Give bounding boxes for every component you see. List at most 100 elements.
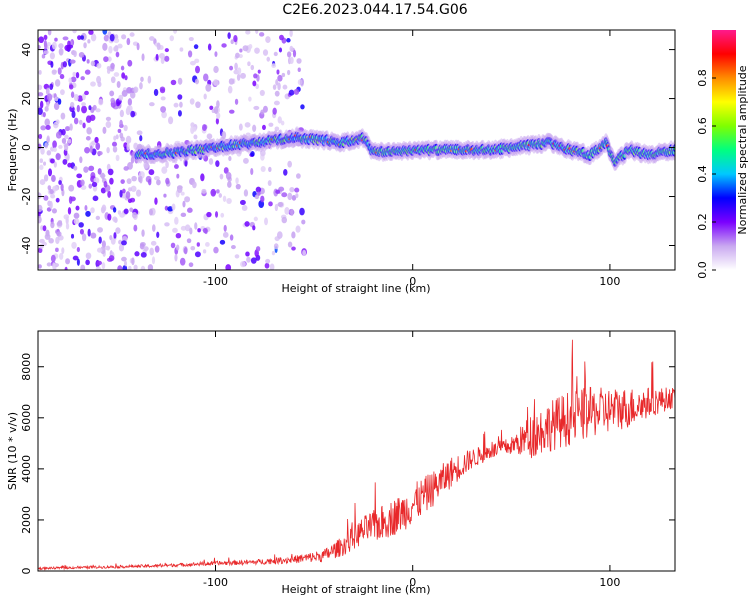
noise-blob	[40, 147, 45, 155]
noise-blob	[253, 216, 258, 222]
noise-blob	[242, 45, 249, 52]
noise-blob	[94, 136, 99, 143]
noise-blob	[192, 181, 197, 189]
noise-blob	[163, 193, 167, 198]
noise-blob	[139, 175, 143, 184]
noise-blob	[284, 206, 290, 215]
noise-blob	[38, 36, 45, 44]
noise-blob	[293, 88, 300, 95]
noise-blob	[148, 178, 152, 186]
noise-blob	[234, 98, 239, 105]
noise-blob	[70, 91, 75, 98]
noise-blob	[295, 193, 299, 198]
noise-blob	[164, 48, 169, 53]
noise-blob	[134, 251, 140, 257]
noise-blob	[279, 34, 284, 41]
noise-blob	[116, 101, 121, 107]
noise-blob	[160, 96, 166, 101]
noise-blob	[58, 144, 63, 149]
snr-y-axis-label: SNR (10 * v/v)	[6, 412, 19, 490]
noise-blob	[42, 112, 46, 118]
noise-blob	[275, 79, 279, 86]
noise-blob	[252, 225, 256, 231]
noise-blob	[50, 221, 55, 229]
noise-blob	[245, 251, 250, 257]
noise-blob	[179, 257, 186, 266]
noise-blob	[95, 266, 102, 270]
noise-blob	[45, 87, 50, 96]
noise-blob	[294, 187, 300, 193]
noise-blob	[115, 51, 120, 58]
noise-blob	[47, 185, 52, 191]
noise-blob	[258, 32, 265, 37]
noise-blob	[53, 147, 57, 153]
noise-blob	[180, 225, 187, 231]
noise-blob	[301, 219, 306, 225]
noise-blob	[214, 51, 218, 57]
noise-blob	[108, 255, 115, 262]
noise-blob	[121, 89, 128, 97]
noise-blob	[88, 30, 94, 35]
noise-blob	[260, 195, 265, 203]
noise-blob	[112, 207, 117, 213]
noise-blob	[100, 246, 106, 255]
noise-blob	[201, 188, 207, 194]
noise-blob	[62, 158, 68, 165]
noise-blob	[98, 236, 102, 244]
noise-blob	[244, 122, 251, 128]
noise-blob	[96, 247, 103, 253]
noise-blob	[38, 84, 43, 91]
noise-blob	[76, 258, 80, 266]
noise-blob	[286, 51, 292, 58]
noise-blob	[202, 249, 207, 254]
noise-blob	[170, 242, 176, 249]
noise-blob	[126, 178, 132, 185]
noise-blob	[252, 80, 257, 87]
noise-blob	[265, 258, 271, 264]
noise-blob	[164, 205, 169, 211]
noise-blob	[91, 181, 98, 188]
noise-blob	[264, 262, 270, 269]
y-tick-label: -40	[20, 237, 33, 255]
noise-blob	[77, 35, 82, 41]
noise-blob	[46, 42, 51, 47]
noise-blob	[241, 204, 248, 211]
noise-blob	[246, 256, 251, 263]
noise-blob	[126, 142, 130, 151]
noise-blob	[113, 72, 120, 77]
noise-blob	[111, 141, 118, 147]
noise-blob	[73, 212, 80, 219]
noise-blob	[51, 174, 56, 182]
noise-blob	[268, 166, 272, 173]
noise-blob	[176, 185, 183, 194]
noise-blob	[154, 245, 160, 253]
noise-blob	[239, 48, 243, 53]
noise-blob	[107, 168, 114, 176]
noise-blob	[45, 125, 51, 130]
noise-blob	[252, 124, 257, 132]
noise-blob	[73, 117, 79, 125]
noise-blob	[107, 190, 112, 198]
noise-blob	[38, 215, 42, 224]
noise-blob	[60, 183, 64, 192]
noise-blob	[255, 83, 260, 90]
x-tick-label: -100	[203, 275, 228, 288]
noise-blob	[216, 112, 221, 120]
noise-blob	[71, 241, 77, 249]
noise-blob	[120, 179, 125, 184]
noise-blob	[110, 237, 116, 245]
noise-blob	[68, 184, 75, 192]
noise-blob	[254, 47, 260, 54]
noise-blob	[119, 132, 124, 139]
noise-blob	[73, 50, 77, 58]
noise-blob	[38, 133, 43, 140]
noise-blob	[215, 117, 219, 125]
noise-blob	[98, 98, 104, 106]
noise-blob	[70, 196, 76, 202]
noise-blob	[288, 89, 295, 96]
noise-blob	[105, 121, 112, 129]
noise-blob	[213, 246, 219, 254]
noise-blob	[71, 110, 76, 119]
noise-blob	[164, 55, 170, 62]
